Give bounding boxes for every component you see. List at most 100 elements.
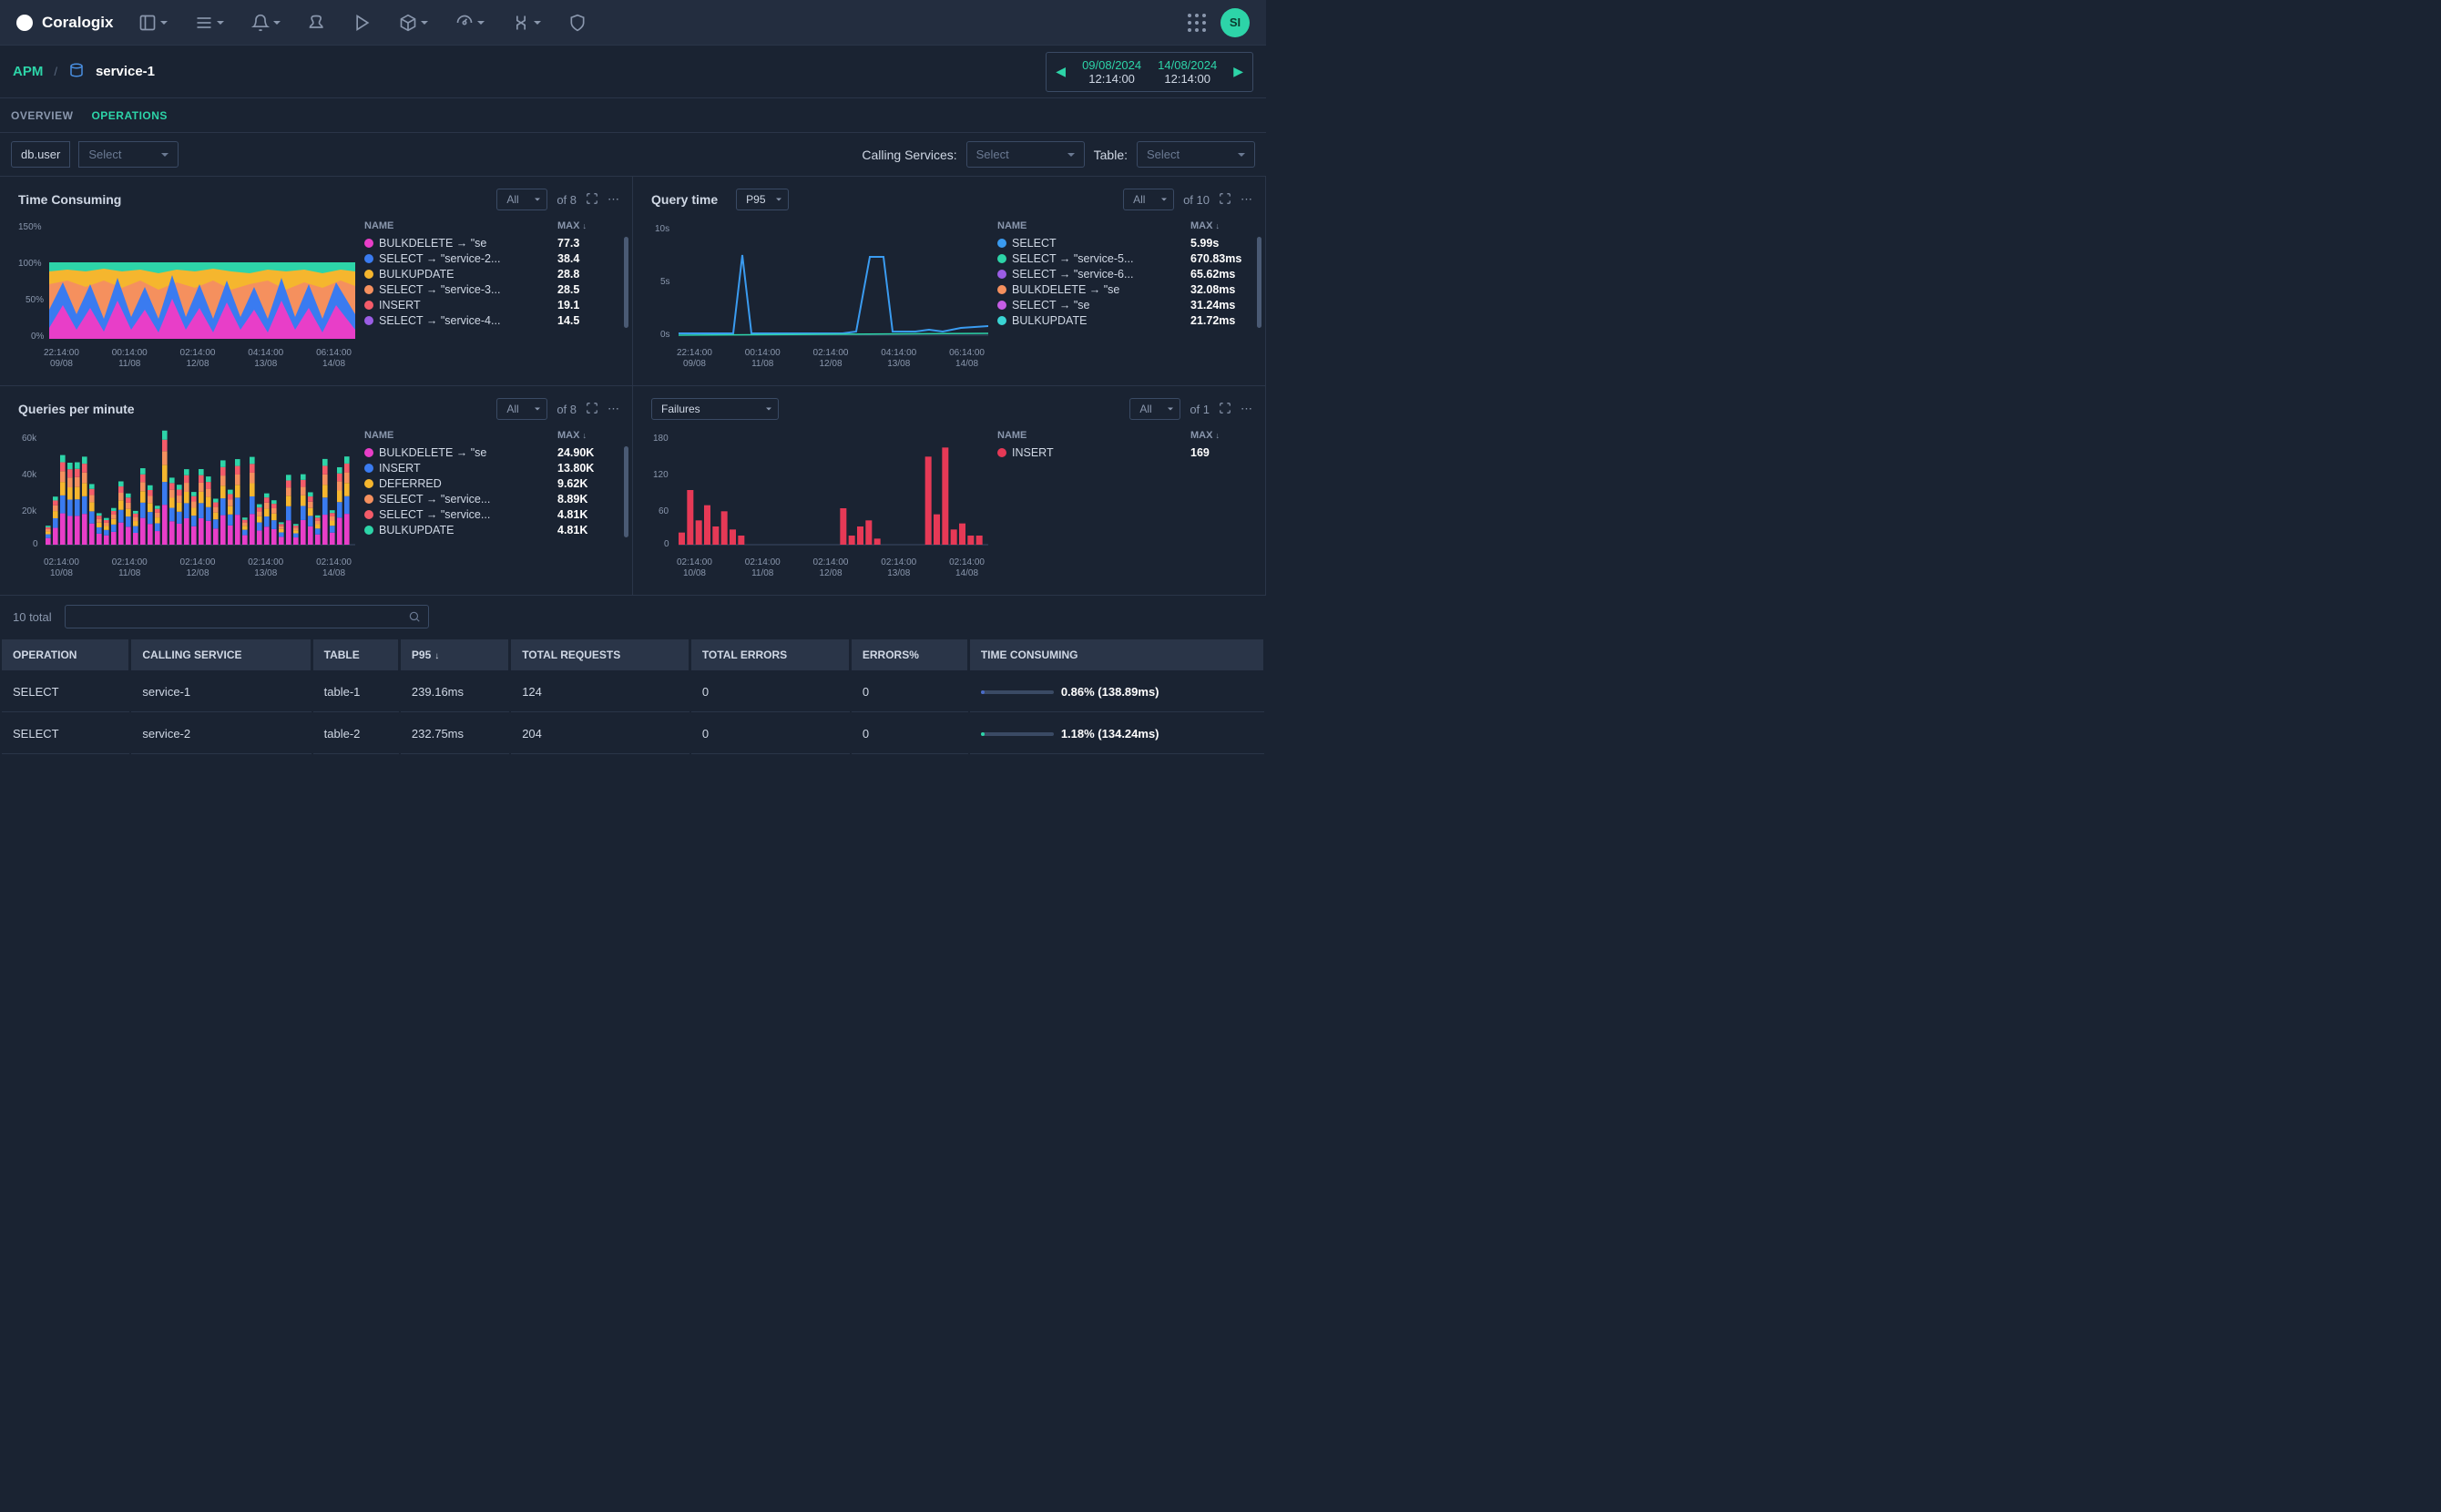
legend-scrollbar[interactable] (1257, 237, 1261, 328)
query-time-filter-select[interactable]: All (1123, 189, 1174, 210)
nav-play-icon[interactable] (353, 14, 372, 32)
more-icon[interactable]: ⋯ (1241, 402, 1252, 416)
tab-operations[interactable]: OPERATIONS (91, 109, 167, 122)
table-header[interactable]: TIME CONSUMING (970, 639, 1264, 670)
user-avatar[interactable]: SI (1220, 8, 1250, 37)
svg-text:100%: 100% (18, 259, 42, 269)
table-row[interactable]: SELECT service-2 table-2 232.75ms 204 0 … (2, 714, 1264, 754)
legend-row[interactable]: INSERT 169 (997, 446, 1252, 459)
cell-calling-service: service-2 (131, 714, 311, 754)
nav-alerts-icon[interactable] (251, 14, 281, 32)
failures-of-text: of 1 (1190, 403, 1210, 416)
query-time-chart: 10s 5s 0s (651, 219, 988, 346)
legend-header-max[interactable]: MAX ↓ (1190, 430, 1252, 441)
cell-errors-pct: 0 (852, 714, 968, 754)
legend-row[interactable]: BULKDELETE → "se 77.3 (364, 237, 619, 250)
table-header[interactable]: CALLING SERVICE (131, 639, 311, 670)
legend-max: 5.99s (1190, 237, 1252, 250)
legend-name: BULKUPDATE (379, 268, 557, 281)
table-header[interactable]: P95↓ (401, 639, 509, 670)
legend-row[interactable]: BULKDELETE → "se 24.90K (364, 446, 619, 459)
daterange-prev-icon[interactable]: ◀ (1056, 64, 1066, 79)
nav-dashboards-icon[interactable] (138, 14, 168, 32)
legend-scrollbar[interactable] (624, 446, 628, 537)
daterange-next-icon[interactable]: ▶ (1233, 64, 1243, 79)
legend-row[interactable]: SELECT 5.99s (997, 237, 1252, 250)
breadcrumb-apm[interactable]: APM (13, 64, 43, 79)
daterange-to-date: 14/08/2024 (1158, 58, 1217, 72)
legend-header-max[interactable]: MAX ↓ (1190, 220, 1252, 231)
expand-icon[interactable] (586, 402, 598, 417)
more-icon[interactable]: ⋯ (608, 402, 619, 416)
legend-max: 28.5 (557, 283, 619, 296)
qpm-filter-select[interactable]: All (496, 398, 547, 420)
legend-row[interactable]: SELECT → "se 31.24ms (997, 299, 1252, 312)
panel-title-query-time: Query time (651, 192, 718, 207)
cell-table: table-2 (313, 714, 399, 754)
table-header[interactable]: TOTAL REQUESTS (511, 639, 689, 670)
table-header[interactable]: TOTAL ERRORS (691, 639, 850, 670)
svg-text:0s: 0s (660, 330, 670, 340)
table-filter-label: Table: (1094, 148, 1128, 162)
daterange-picker[interactable]: ◀ 09/08/2024 12:14:00 14/08/2024 12:14:0… (1046, 52, 1253, 92)
legend-name: BULKUPDATE (379, 524, 557, 536)
legend-max: 9.62K (557, 477, 619, 490)
legend-row[interactable]: BULKUPDATE 4.81K (364, 524, 619, 536)
table-header[interactable]: ERRORS% (852, 639, 968, 670)
legend-row[interactable]: INSERT 13.80K (364, 462, 619, 475)
svg-text:60: 60 (659, 506, 669, 516)
legend-header-max[interactable]: MAX ↓ (557, 220, 619, 231)
table-row[interactable]: SELECT service-1 table-1 239.16ms 124 0 … (2, 672, 1264, 712)
nav-shield-icon[interactable] (568, 14, 587, 32)
nav-flow-icon[interactable] (512, 14, 541, 32)
legend-row[interactable]: BULKDELETE → "se 32.08ms (997, 283, 1252, 296)
expand-icon[interactable] (1219, 402, 1231, 417)
nav-hat-icon[interactable] (308, 14, 326, 32)
brand-logo[interactable]: Coralogix (16, 14, 113, 32)
legend-row[interactable]: SELECT → "service-5... 670.83ms (997, 252, 1252, 265)
legend-max: 169 (1190, 446, 1252, 459)
nav-cube-icon[interactable] (399, 14, 428, 32)
query-time-percentile-select[interactable]: P95 (736, 189, 788, 210)
calling-services-select[interactable]: Select (966, 141, 1085, 168)
legend-row[interactable]: SELECT → "service... 4.81K (364, 508, 619, 521)
legend-dot-icon (997, 285, 1006, 294)
table-search-input[interactable] (65, 605, 429, 628)
legend-row[interactable]: SELECT → "service... 8.89K (364, 493, 619, 506)
tab-overview[interactable]: OVERVIEW (11, 109, 73, 122)
total-count-text: 10 total (13, 610, 52, 624)
legend-row[interactable]: SELECT → "service-6... 65.62ms (997, 268, 1252, 281)
nav-logs-icon[interactable] (195, 14, 224, 32)
legend-row[interactable]: INSERT 19.1 (364, 299, 619, 312)
legend-row[interactable]: BULKUPDATE 21.72ms (997, 314, 1252, 327)
more-icon[interactable]: ⋯ (1241, 192, 1252, 207)
breadcrumb-service[interactable]: service-1 (96, 64, 155, 79)
legend-dot-icon (364, 526, 373, 535)
expand-icon[interactable] (586, 192, 598, 208)
legend-row[interactable]: SELECT → "service-3... 28.5 (364, 283, 619, 296)
legend-header-max[interactable]: MAX ↓ (557, 430, 619, 441)
table-header[interactable]: TABLE (313, 639, 399, 670)
legend-row[interactable]: SELECT → "service-2... 38.4 (364, 252, 619, 265)
nav-gauge-icon[interactable] (455, 14, 485, 32)
cell-operation: SELECT (2, 714, 129, 754)
legend-max: 31.24ms (1190, 299, 1252, 312)
db-user-select[interactable]: Select (78, 141, 179, 168)
failures-filter-select[interactable]: All (1129, 398, 1180, 420)
svg-text:0: 0 (33, 539, 38, 549)
failures-type-select[interactable]: Failures (651, 398, 779, 420)
operations-table: OPERATIONCALLING SERVICETABLEP95↓TOTAL R… (0, 638, 1266, 756)
legend-row[interactable]: DEFERRED 9.62K (364, 477, 619, 490)
legend-scrollbar[interactable] (624, 237, 628, 328)
time-consuming-filter-select[interactable]: All (496, 189, 547, 210)
more-icon[interactable]: ⋯ (608, 192, 619, 207)
table-header[interactable]: OPERATION (2, 639, 129, 670)
legend-row[interactable]: SELECT → "service-4... 14.5 (364, 314, 619, 327)
legend-max: 28.8 (557, 268, 619, 281)
table-filter-select[interactable]: Select (1137, 141, 1255, 168)
legend-max: 4.81K (557, 524, 619, 536)
expand-icon[interactable] (1219, 192, 1231, 208)
legend-name: SELECT → "service-2... (379, 252, 557, 265)
legend-row[interactable]: BULKUPDATE 28.8 (364, 268, 619, 281)
apps-grid-icon[interactable] (1188, 14, 1206, 32)
